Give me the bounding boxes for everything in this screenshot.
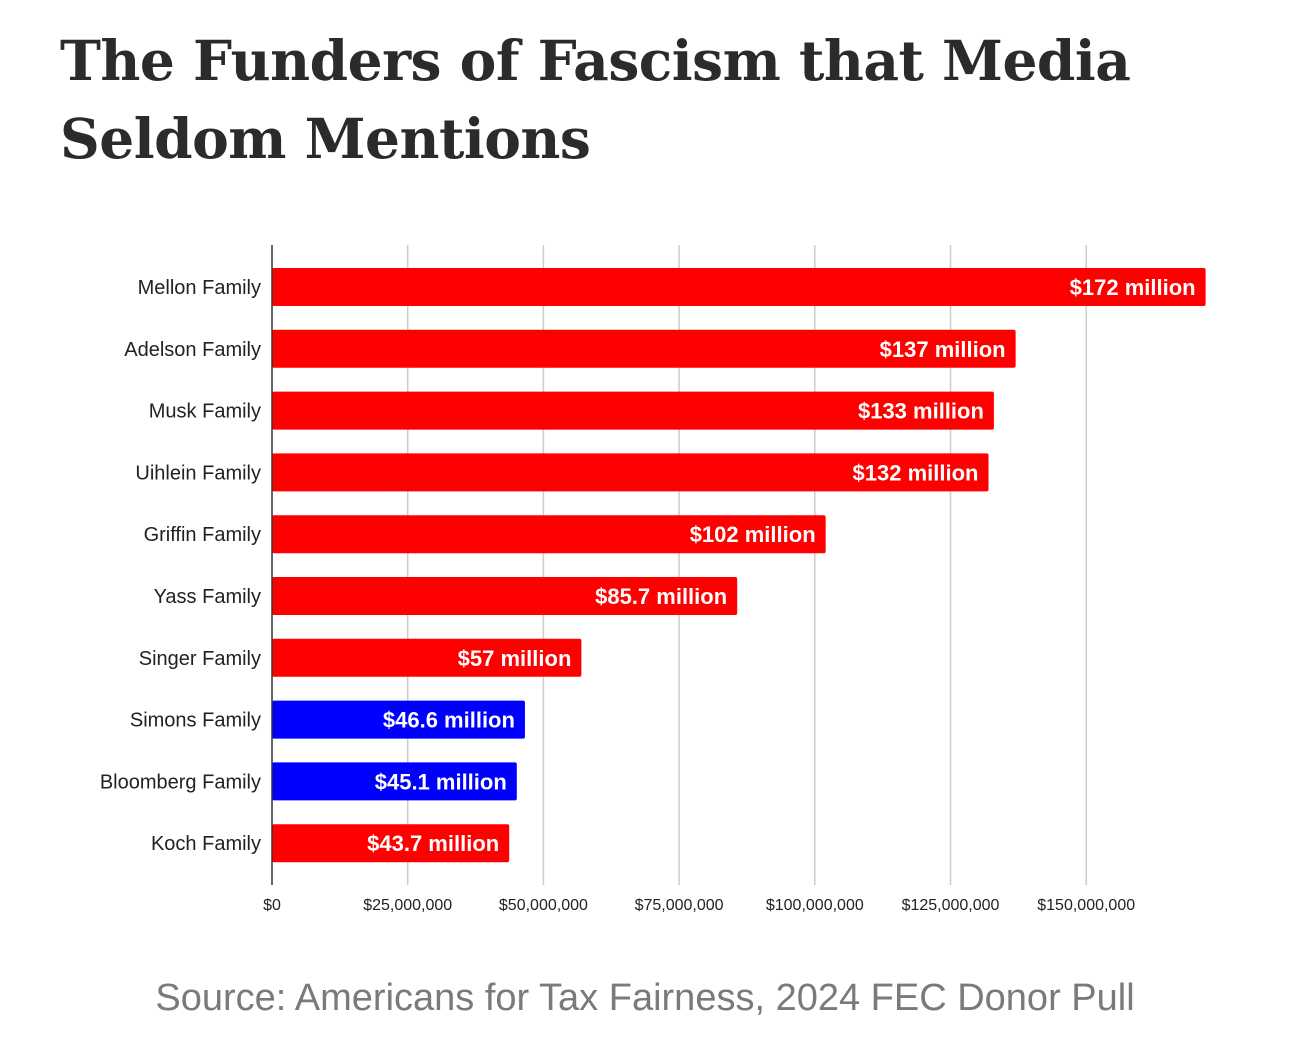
data-label: $46.6 million — [383, 708, 515, 733]
category-label: Simons Family — [130, 710, 261, 732]
category-label: Bloomberg Family — [100, 771, 261, 793]
x-tick-label: $150,000,000 — [1037, 897, 1135, 914]
x-tick-label: $25,000,000 — [363, 897, 452, 914]
bar — [272, 329, 1016, 368]
bar — [272, 391, 994, 430]
source-note: Source: Americans for Tax Fairness, 2024… — [155, 977, 1135, 1019]
category-label: Griffin Family — [144, 524, 261, 546]
data-label: $172 million — [1070, 275, 1196, 300]
bar — [272, 824, 510, 863]
bar — [272, 638, 582, 677]
bars: $172 million $137 million $133 million $132… — [272, 268, 1206, 863]
data-label: $102 million — [690, 522, 816, 547]
x-tick-label: $50,000,000 — [499, 897, 588, 914]
category-labels: Mellon Family Adelson Family Musk Family Ui… — [100, 277, 261, 855]
category-label: Yass Family — [154, 586, 261, 608]
bar — [272, 700, 525, 739]
x-tick-label: $75,000,000 — [635, 897, 724, 914]
category-label: Uihlein Family — [135, 462, 261, 484]
x-axis-ticks: $0 $25,000,000 $50,000,000 $75,000,000 $100,… — [263, 897, 1135, 914]
data-label: $133 million — [858, 399, 984, 424]
bar-chart: $172 million $137 million $133 million $132… — [100, 245, 1206, 914]
bar — [272, 577, 738, 615]
bar — [272, 762, 517, 801]
data-label: $43.7 million — [367, 831, 499, 856]
x-tick-label: $100,000,000 — [766, 897, 864, 914]
data-label: $85.7 million — [595, 584, 727, 609]
data-label: $45.1 million — [375, 769, 507, 794]
category-label: Mellon Family — [138, 277, 261, 299]
x-tick-label: $0 — [263, 897, 281, 914]
x-tick-label: $125,000,000 — [902, 897, 1000, 914]
category-label: Singer Family — [139, 648, 261, 670]
data-label: $57 million — [458, 646, 572, 671]
data-label: $132 million — [853, 460, 979, 485]
bar — [272, 453, 989, 492]
category-label: Adelson Family — [124, 339, 261, 361]
bar — [272, 515, 826, 554]
bar — [272, 268, 1206, 306]
data-label: $137 million — [880, 337, 1006, 362]
page-title: The Funders of Fascism that Media Seldom… — [60, 28, 1131, 171]
category-label: Koch Family — [151, 833, 261, 855]
category-label: Musk Family — [149, 401, 261, 423]
